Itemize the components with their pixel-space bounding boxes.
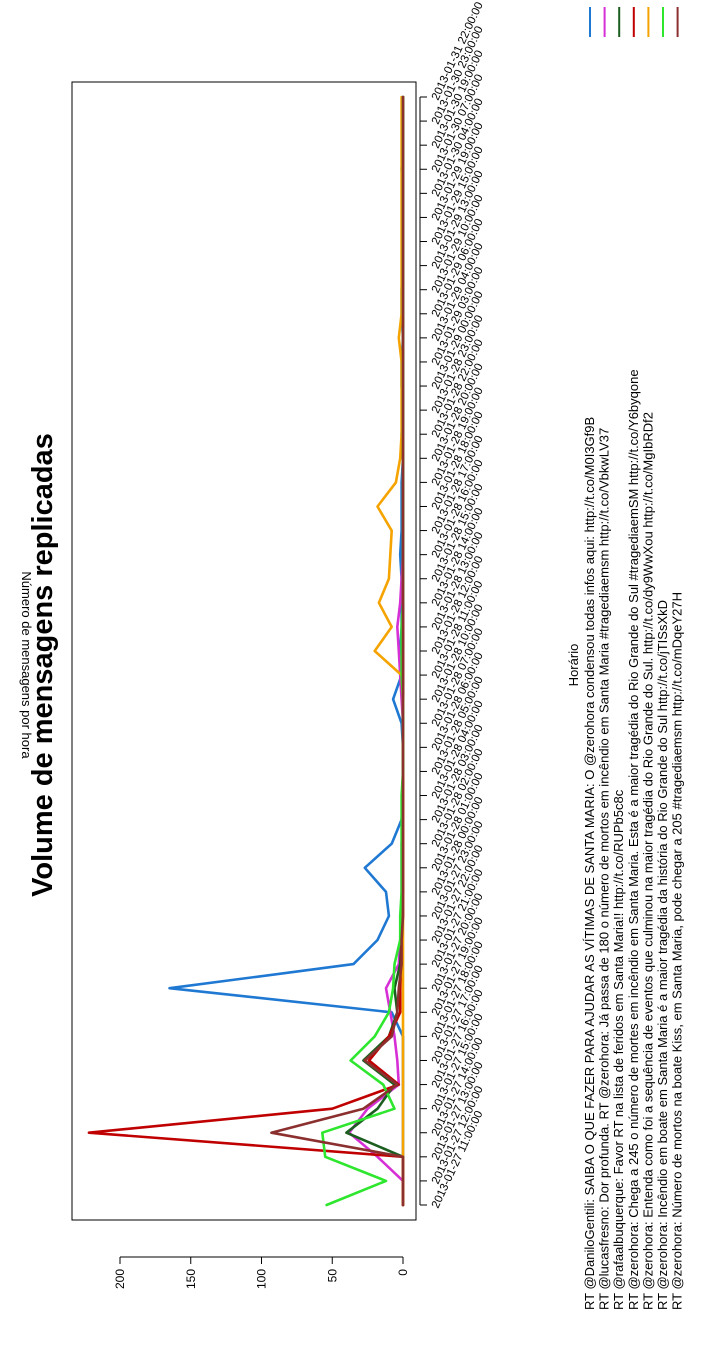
legend: RT @DaniloGentili: SAIBA O QUE FAZER PAR… [582, 7, 685, 1310]
legend-label-5: RT @zerohora: Entenda como foi a sequênc… [640, 412, 655, 1310]
y-axis-label: Número de mensagens por hora [19, 571, 34, 759]
plot-area-frame [71, 81, 417, 1221]
value-axis-ticks: 0 50 100 150 200 [113, 1256, 410, 1289]
value-tick-label: 50 [325, 1269, 339, 1283]
legend-label-7: RT @zerohora: Número de mortos na boate … [670, 592, 685, 1310]
legend-label-2: RT @lucasfresno: Dor profunda. RT @zeroh… [597, 428, 612, 1310]
value-tick-label: 150 [184, 1269, 198, 1289]
series-line-7 [270, 95, 405, 1207]
y-axis: 0 50 100 150 200 [113, 1256, 410, 1289]
legend-label-3: RT @rafaalbuquerque: Favor RT na lista d… [611, 789, 626, 1310]
x-axis-label: Horário [566, 644, 581, 687]
value-tick-label: 100 [255, 1269, 269, 1289]
series-lines [87, 95, 405, 1207]
value-tick-label: 200 [113, 1269, 127, 1289]
rotated-chart-group: Volume de mensagens replicadas Número de… [19, 0, 685, 1310]
series-line-5 [373, 95, 405, 1207]
legend-label-1: RT @DaniloGentili: SAIBA O QUE FAZER PAR… [582, 417, 597, 1310]
legend-label-6: RT @zerohora: Incêndio em boate em Santa… [655, 600, 670, 1310]
legend-label-4: RT @zerohora: Chega a 245 o número de mo… [626, 369, 641, 1310]
value-tick-label: 0 [396, 1269, 410, 1276]
chart-title: Volume de mensagens replicadas [27, 433, 59, 897]
